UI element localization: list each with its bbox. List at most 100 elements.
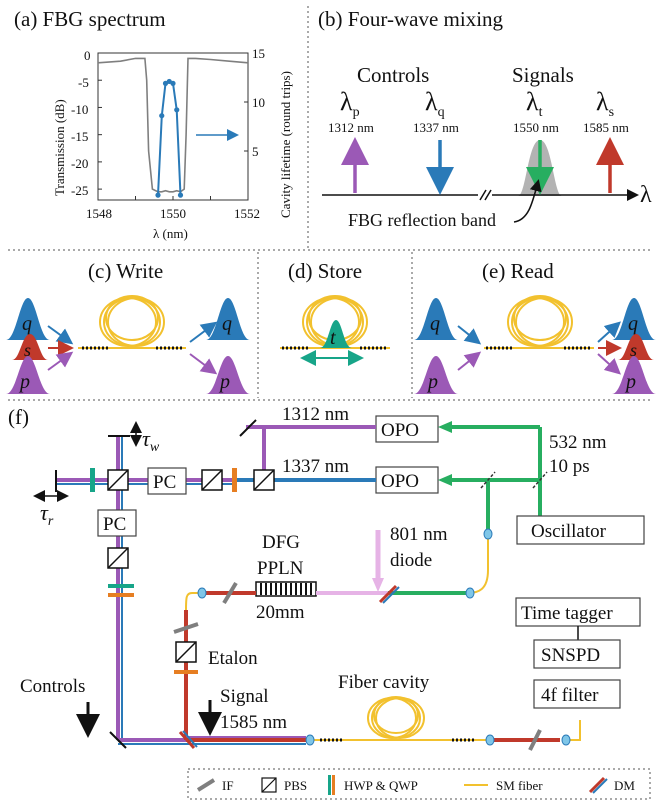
svg-text:q: q <box>628 313 638 335</box>
y-left-tick-15: -15 <box>71 129 88 144</box>
oscillator-box <box>516 515 645 545</box>
fiber-cavity-coil <box>367 696 425 739</box>
panel-d: (d) Store t <box>280 259 390 366</box>
pbs-signal <box>175 641 197 663</box>
diode-arrowhead <box>372 578 384 592</box>
axis-break-1 <box>479 189 487 201</box>
panel-b-title: (b) Four-wave mixing <box>318 7 504 31</box>
legend-dm-icon-blue <box>592 778 608 794</box>
waveplate-orange-2 <box>108 593 134 597</box>
etalon-element <box>173 622 199 634</box>
svg-text:p: p <box>426 371 438 393</box>
lifetime-point <box>155 192 161 198</box>
filter-box <box>533 679 621 709</box>
x-tick-1550: 1550 <box>160 206 186 221</box>
svg-text:s: s <box>630 340 637 360</box>
sm-fibers <box>185 534 581 741</box>
lambda-q-label: λq <box>425 87 445 120</box>
fbg-reflection-label: FBG reflection band <box>348 210 496 230</box>
pc-box-1 <box>147 467 187 495</box>
svg-text:q: q <box>430 313 440 335</box>
controls-label: Controls <box>20 676 85 697</box>
pbs-combiner <box>107 469 275 569</box>
lifetime-point <box>174 107 180 113</box>
y-right-axis-label: Cavity lifetime (round trips) <box>278 71 293 218</box>
legend-pbs-icon <box>261 777 277 793</box>
y-left-tick-10: -10 <box>71 102 88 117</box>
dm-dfg <box>378 584 398 604</box>
pulse-q-out-read: q <box>612 298 656 340</box>
pulse-s-in: s <box>12 334 48 360</box>
diode-wavelength: 801 nm <box>390 524 448 545</box>
green-arrow-opo1 <box>438 421 452 433</box>
lambda-p-label: λp <box>340 87 360 120</box>
legend-hwp-icon <box>328 775 331 795</box>
panel-f-title: (f) <box>8 405 29 429</box>
waveplate-orange-signal <box>174 670 198 674</box>
oscillator-label: Oscillator <box>531 521 607 542</box>
signals-heading: Signals <box>512 63 574 87</box>
snspd-label: SNSPD <box>541 645 600 666</box>
panel-a: (a) FBG spectrum 1548 1550 1552 0 -5 -10… <box>14 7 293 241</box>
pc-label-2: PC <box>103 514 126 535</box>
pulse-t-stored: t <box>320 320 352 349</box>
dm-signal-blue <box>182 730 198 748</box>
pc-box-2 <box>97 509 137 537</box>
arrow-q-out-read <box>597 321 621 343</box>
pulse-q-out: q <box>206 298 250 340</box>
svg-text:p: p <box>18 371 30 393</box>
wl-1337: 1337 nm <box>413 120 459 135</box>
legend-dm-label: DM <box>614 778 635 793</box>
panel-e-title: (e) Read <box>482 259 554 283</box>
opo-1312-box <box>375 415 439 443</box>
green-arrow-opo2 <box>438 474 452 486</box>
arrow-p-in-read <box>457 351 482 371</box>
lambda-t-label: λt <box>526 87 543 120</box>
panel-e: (e) Read q p q s <box>414 259 656 394</box>
label-10ps: 10 ps <box>549 456 590 477</box>
opo-1337-box <box>375 466 439 494</box>
arrow-q-in <box>47 325 74 345</box>
legend-qwp-icon <box>332 775 335 795</box>
waveplate-orange-1 <box>232 468 237 492</box>
time-tagger-label: Time tagger <box>521 603 613 624</box>
ppln-label: PPLN <box>257 558 304 579</box>
fiber-loop-read <box>484 295 594 350</box>
pulse-p-out-read: p <box>612 356 656 394</box>
legend-sm-label: SM fiber <box>496 778 543 793</box>
mirror-1312 <box>239 419 257 437</box>
filter-label: 4f filter <box>541 685 599 706</box>
axis-break-2 <box>484 189 492 201</box>
pulse-s-out-read: s <box>618 334 654 360</box>
tau-w-label: τw <box>142 426 160 455</box>
svg-text:q: q <box>22 313 32 335</box>
etalon-label: Etalon <box>208 648 258 669</box>
opo-1337-label: OPO <box>381 471 419 492</box>
pulse-p-out: p <box>206 356 250 394</box>
svg-text:p: p <box>218 371 230 393</box>
x-tick-1552: 1552 <box>234 206 260 221</box>
signal-wavelength: 1585 nm <box>220 712 287 733</box>
lambda-s-label: λs <box>596 87 614 120</box>
axis-lambda-symbol: λ <box>640 182 652 208</box>
legend-pbs-label: PBS <box>284 778 307 793</box>
pulse-p-in-read: p <box>414 356 458 394</box>
arrow-p-out <box>189 353 218 375</box>
arrow-p-in <box>47 351 74 371</box>
x-axis-label: λ (nm) <box>153 226 188 241</box>
signal-beam <box>184 591 560 742</box>
arrow-q-out <box>189 321 218 343</box>
mirror-controls <box>109 731 127 749</box>
y-left-tick-25: -25 <box>71 183 88 198</box>
panel-b: (b) Four-wave mixing Controls Signals λ … <box>318 7 652 230</box>
transmission-line <box>97 57 249 193</box>
wl-1550: 1550 nm <box>513 120 559 135</box>
controls-heading: Controls <box>357 63 429 87</box>
panel-c: (c) Write q s p q <box>6 259 250 394</box>
label-1312nm: 1312 nm <box>282 404 349 425</box>
y-left-tick-5: -5 <box>78 75 89 90</box>
dfg-label: DFG <box>262 532 300 553</box>
time-tagger-box <box>515 597 641 627</box>
legend-hwp-label: HWP & QWP <box>344 778 418 793</box>
